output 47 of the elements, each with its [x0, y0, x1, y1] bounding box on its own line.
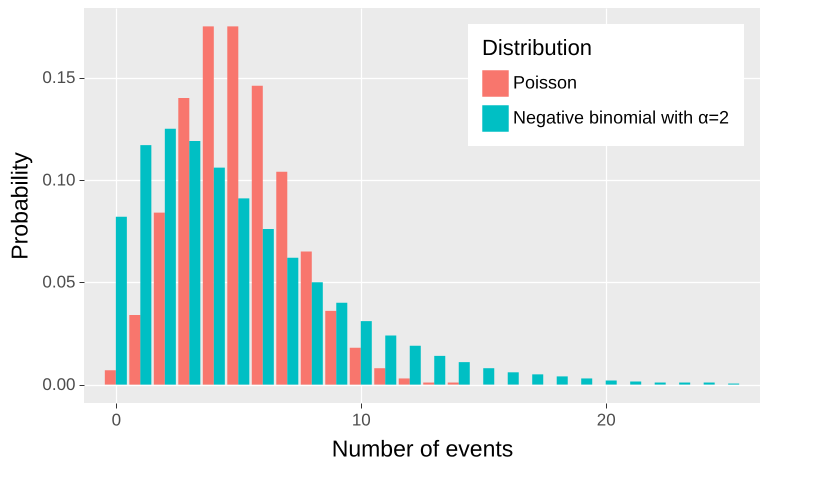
- bar: [104, 370, 116, 385]
- y-tick-label: 0.05: [42, 272, 76, 292]
- bar: [140, 145, 152, 385]
- y-tick-label: 0.10: [42, 170, 76, 190]
- bar: [360, 321, 372, 385]
- bar: [178, 98, 190, 385]
- bar: [325, 310, 336, 385]
- bar: [287, 258, 298, 385]
- y-tick-label: 0.00: [42, 375, 76, 394]
- legend-title: Distribution: [482, 35, 592, 60]
- legend-label: Poisson: [513, 72, 578, 92]
- bar: [483, 368, 494, 385]
- bar: [434, 356, 446, 385]
- bar: [189, 141, 200, 385]
- bar: [410, 346, 421, 385]
- bar: [252, 86, 263, 385]
- y-tick-label: 0.15: [42, 68, 76, 88]
- bar: [630, 382, 642, 385]
- x-axis-title: Number of events: [332, 436, 514, 462]
- x-tick-label: 20: [596, 410, 616, 430]
- bar: [129, 314, 140, 385]
- bar: [606, 380, 617, 385]
- bar: [374, 368, 386, 385]
- bar: [336, 302, 348, 385]
- bar: [164, 128, 176, 385]
- bar: [154, 212, 165, 385]
- bar: [350, 348, 361, 385]
- bar: [116, 216, 127, 385]
- x-tick-label: 0: [112, 410, 122, 430]
- bar: [214, 168, 225, 385]
- bar: [227, 26, 238, 385]
- bar: [385, 335, 396, 385]
- bar: [202, 26, 214, 385]
- bar: [532, 374, 544, 385]
- bar: [508, 372, 519, 385]
- bar: [556, 376, 568, 385]
- y-axis-title: Probability: [6, 152, 32, 260]
- bar: [276, 172, 288, 385]
- bar: [458, 362, 470, 385]
- bar: [238, 198, 250, 385]
- bar: [300, 252, 312, 385]
- bar: [312, 282, 323, 385]
- x-tick-label: 10: [352, 410, 371, 430]
- legend-label: Negative binomial with α=2: [513, 108, 730, 128]
- bar: [398, 378, 410, 385]
- bar: [262, 229, 274, 385]
- bar: [581, 378, 592, 385]
